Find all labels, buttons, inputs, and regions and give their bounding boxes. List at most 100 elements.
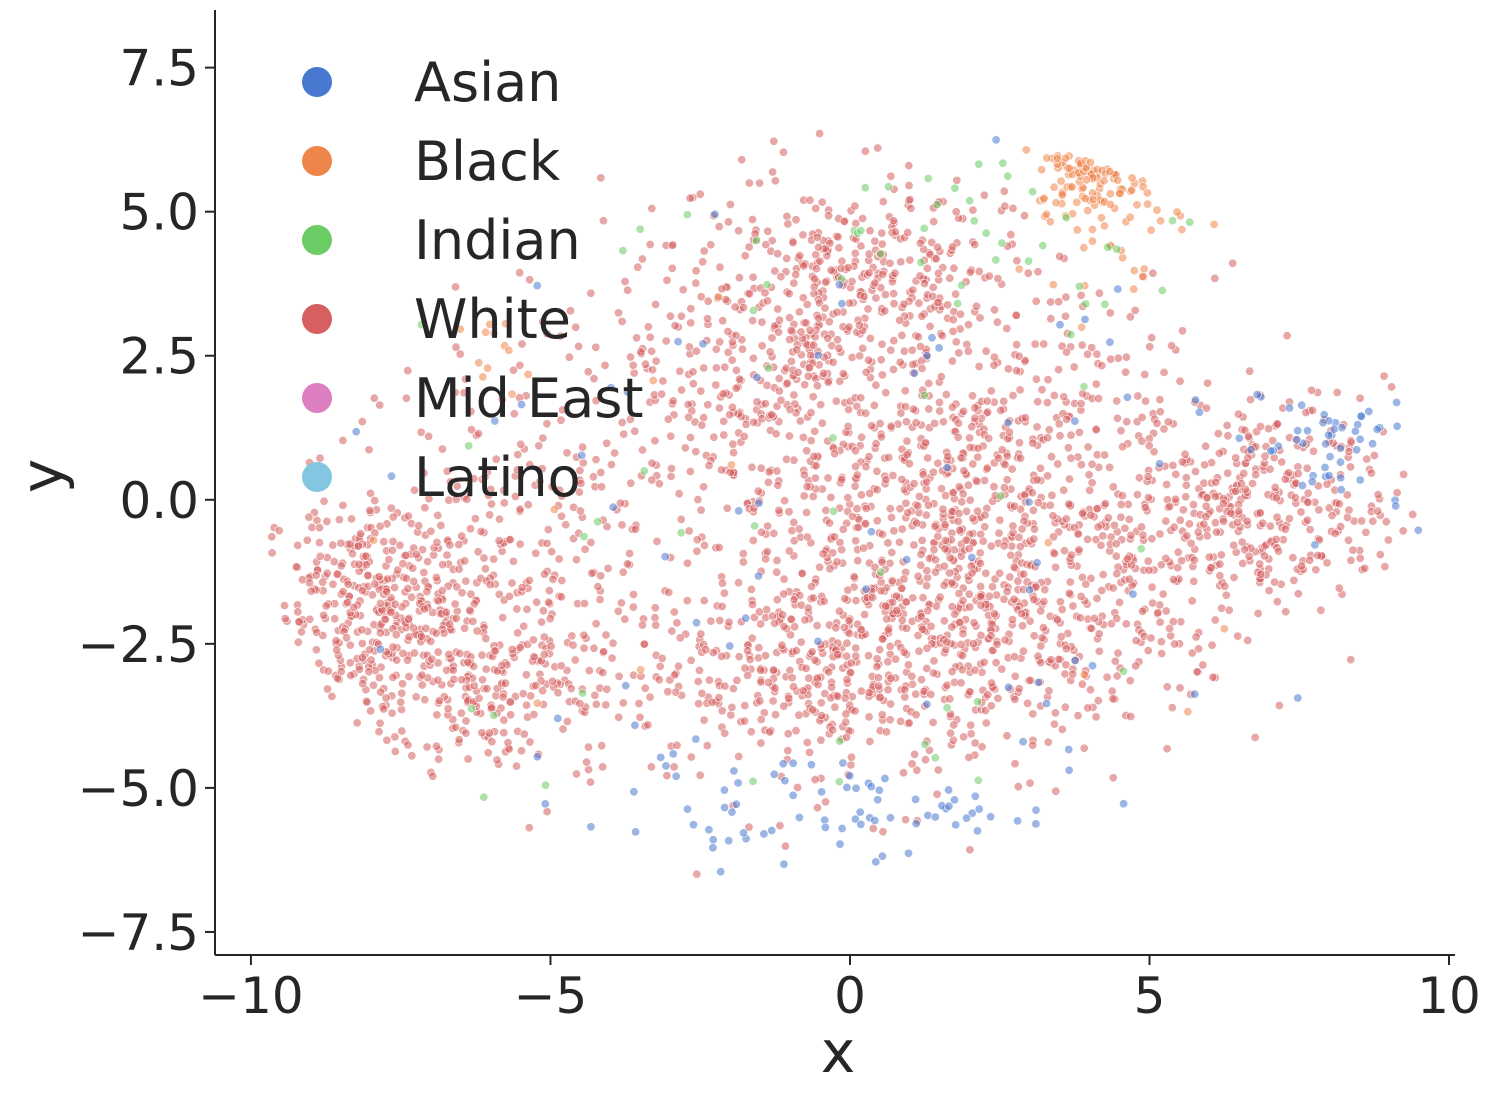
data-point (744, 242, 754, 252)
data-point (783, 746, 793, 756)
data-point (634, 698, 644, 708)
data-point (477, 650, 487, 660)
data-point (828, 725, 838, 735)
data-point (1068, 601, 1078, 611)
data-point (877, 710, 887, 720)
data-point (895, 315, 905, 325)
data-point (844, 405, 854, 415)
data-point (1112, 396, 1122, 406)
data-point (526, 691, 536, 701)
data-point (523, 500, 533, 510)
data-point (933, 268, 943, 278)
data-point (741, 419, 751, 429)
data-point (1047, 490, 1057, 500)
data-point (876, 567, 886, 577)
data-point (667, 263, 677, 273)
data-point (749, 417, 759, 427)
data-point (1125, 312, 1135, 322)
data-point (974, 361, 984, 371)
data-point (1059, 392, 1069, 402)
data-point (408, 563, 418, 573)
data-point (883, 538, 893, 548)
data-point (870, 278, 880, 288)
data-point (1207, 640, 1217, 650)
data-point (902, 555, 912, 565)
data-point (1233, 409, 1243, 419)
data-point (842, 651, 852, 661)
data-point (1128, 589, 1138, 599)
data-point (906, 203, 916, 213)
data-point (725, 467, 735, 477)
data-point (404, 671, 414, 681)
data-point (293, 607, 303, 617)
data-point (682, 596, 692, 606)
data-point (597, 741, 607, 751)
data-point (1256, 569, 1266, 579)
data-point (639, 639, 649, 649)
data-point (891, 654, 901, 664)
data-point (954, 508, 964, 518)
data-point (1031, 819, 1041, 829)
data-point (1228, 258, 1238, 268)
data-point (925, 250, 935, 260)
data-point (928, 717, 938, 727)
data-point (1330, 528, 1340, 538)
data-point (820, 277, 830, 287)
data-point (580, 544, 590, 554)
data-point (829, 532, 839, 542)
data-point (630, 426, 640, 436)
data-point (548, 574, 558, 584)
data-point (1043, 375, 1053, 385)
data-point (1084, 470, 1094, 480)
data-point (923, 606, 933, 616)
data-point (1002, 451, 1012, 461)
data-point (964, 544, 974, 554)
data-point (813, 242, 823, 252)
data-point (1043, 538, 1053, 548)
data-point (966, 729, 976, 739)
data-point (1356, 411, 1366, 421)
data-point (454, 564, 464, 574)
data-point (756, 665, 766, 675)
data-point (710, 209, 720, 219)
data-point (1093, 522, 1103, 532)
data-point (697, 688, 707, 698)
data-point (808, 491, 818, 501)
data-point (1036, 658, 1046, 668)
data-point (535, 476, 545, 486)
data-point (1028, 438, 1038, 448)
data-point (474, 693, 484, 703)
data-point (1161, 606, 1171, 616)
data-point (1138, 271, 1148, 281)
data-point (987, 582, 997, 592)
data-point (806, 582, 816, 592)
data-point (949, 263, 959, 273)
data-point (442, 466, 452, 476)
data-point (670, 321, 680, 331)
data-point (619, 429, 629, 439)
data-point (898, 768, 908, 778)
data-point (842, 638, 852, 648)
data-point (396, 704, 406, 714)
data-point (877, 557, 887, 567)
data-point (593, 517, 603, 527)
data-point (819, 596, 829, 606)
data-point (1046, 655, 1056, 665)
data-point (1094, 646, 1104, 656)
data-point (1380, 562, 1390, 572)
data-point (748, 272, 758, 282)
data-point (523, 369, 533, 379)
data-point (713, 292, 723, 302)
data-point (461, 728, 471, 738)
data-point (929, 217, 939, 227)
data-point (666, 431, 676, 441)
data-point (909, 479, 919, 489)
data-point (1088, 661, 1098, 671)
data-point (1064, 765, 1074, 775)
data-point (1187, 596, 1197, 606)
data-point (513, 450, 523, 460)
data-point (1361, 527, 1371, 537)
data-point (930, 567, 940, 577)
data-point (800, 615, 810, 625)
data-point (1081, 175, 1091, 185)
